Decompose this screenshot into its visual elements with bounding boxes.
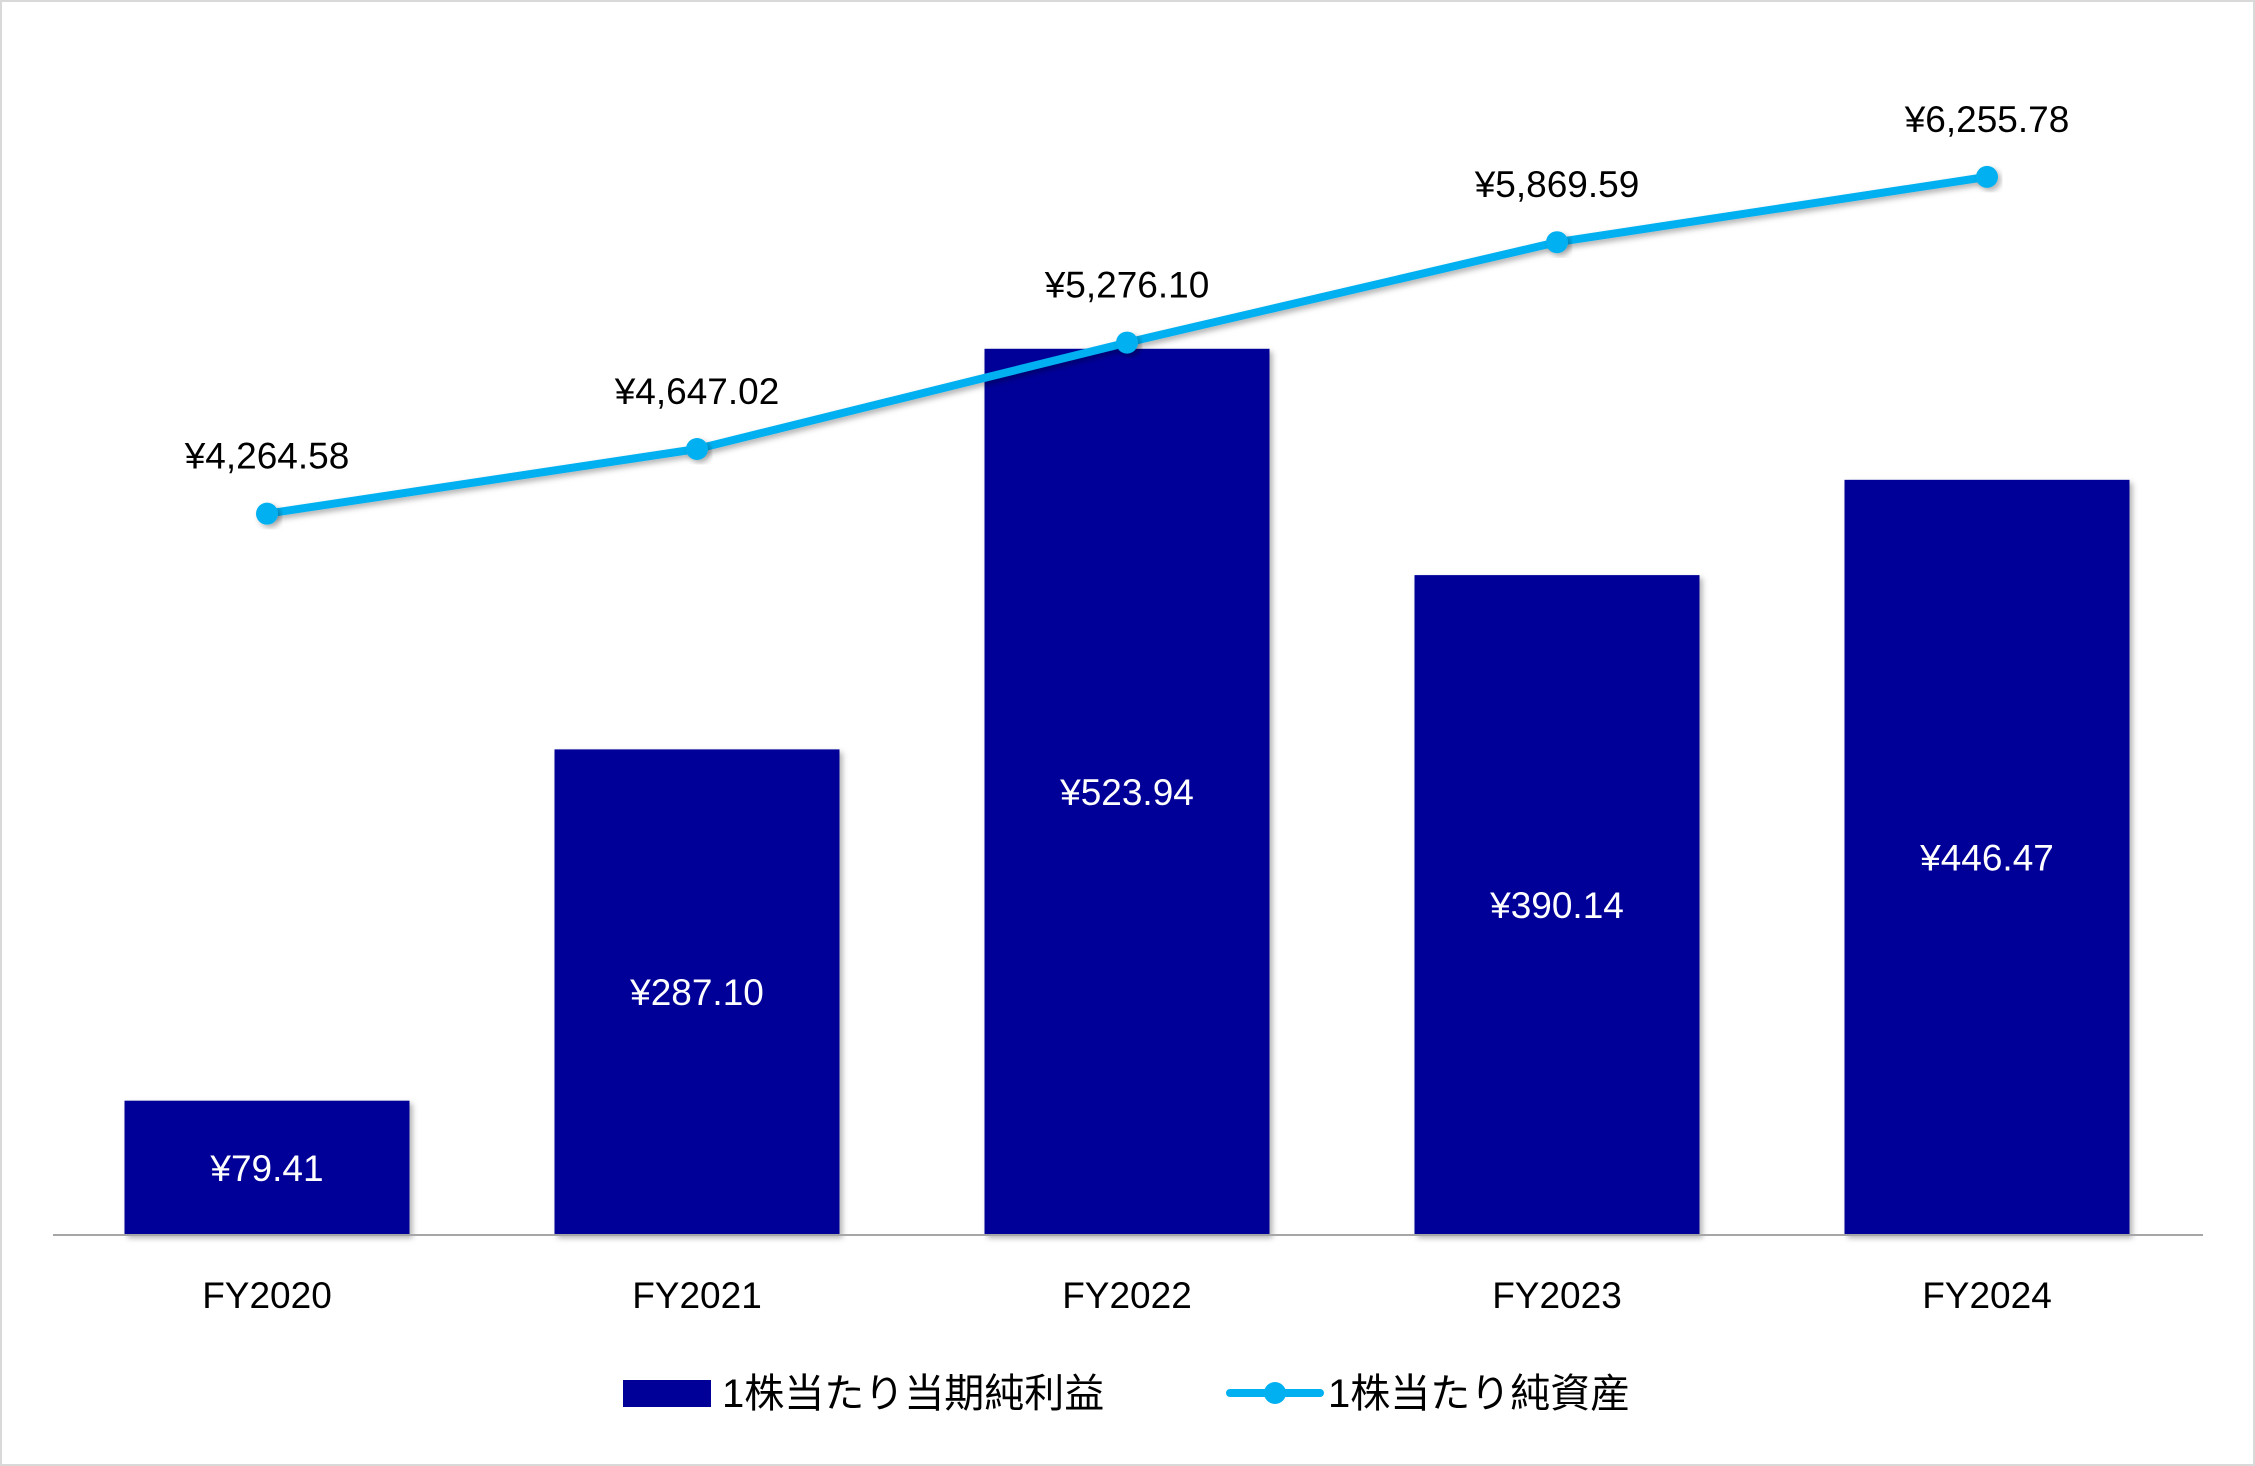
legend-bar-swatch — [623, 1380, 711, 1407]
line-marker-FY2020 — [256, 502, 278, 525]
bar-FY2024 — [1844, 479, 2130, 1235]
legend-line-label: 1株当たり純資産 — [1328, 1372, 1630, 1416]
line-marker-FY2023 — [1546, 231, 1568, 254]
legend: 1株当たり当期純利益 1株当たり純資産 — [623, 1372, 1630, 1416]
bar-data-label: ¥287.10 — [629, 972, 764, 1013]
bar-data-label: ¥390.14 — [1489, 885, 1624, 926]
line-marker-FY2024 — [1976, 165, 1998, 188]
bar-data-label: ¥446.47 — [1919, 837, 2054, 878]
line-marker-FY2021 — [686, 437, 708, 460]
line-data-label: ¥5,276.10 — [1044, 265, 1210, 306]
line-data-label: ¥4,647.02 — [614, 371, 780, 412]
x-tick-label: FY2021 — [632, 1275, 762, 1316]
bar-FY2022 — [984, 348, 1270, 1235]
bar-FY2023 — [1414, 575, 1700, 1235]
line-marker-FY2022 — [1116, 331, 1138, 354]
line-data-label: ¥5,869.59 — [1474, 164, 1640, 205]
x-tick-label: FY2020 — [202, 1275, 332, 1316]
bar-data-label: ¥523.94 — [1059, 772, 1194, 813]
x-tick-label: FY2023 — [1492, 1275, 1622, 1316]
legend-bar-label: 1株当たり当期純利益 — [722, 1372, 1104, 1416]
bar-FY2020 — [124, 1100, 410, 1235]
bar-data-label: ¥79.41 — [209, 1148, 323, 1189]
bar-FY2021 — [554, 749, 840, 1235]
x-tick-label: FY2022 — [1062, 1275, 1192, 1316]
legend-line-marker — [1264, 1382, 1286, 1404]
x-tick-label: FY2024 — [1922, 1275, 2052, 1316]
line-data-label: ¥6,255.78 — [1904, 99, 2070, 140]
line-data-label: ¥4,264.58 — [184, 436, 350, 477]
